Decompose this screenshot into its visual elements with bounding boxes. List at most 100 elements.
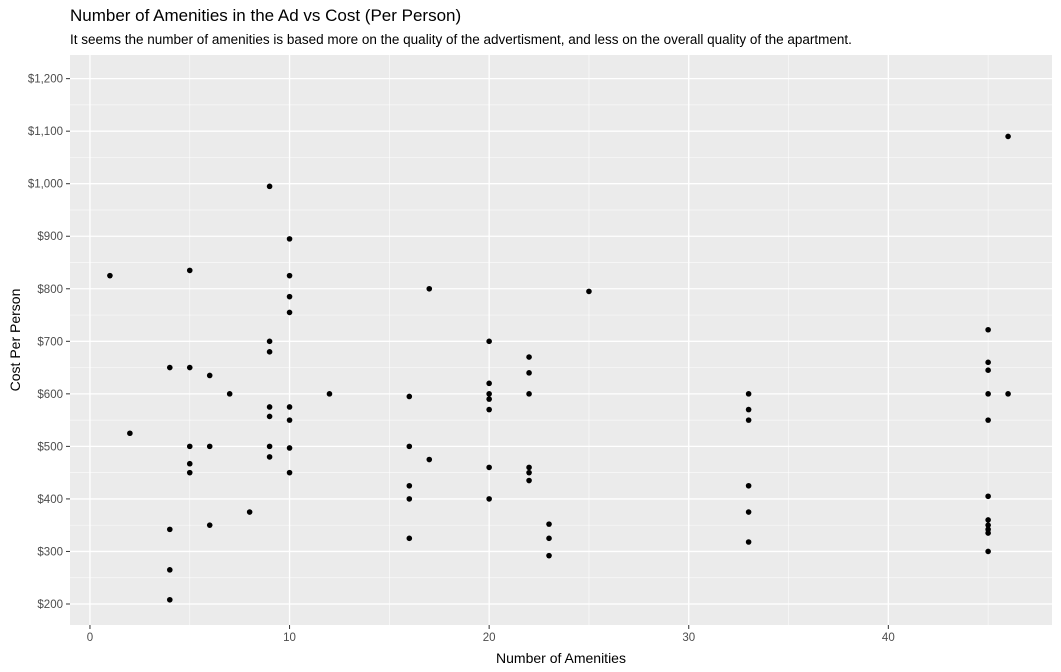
- chart-title: Number of Amenities in the Ad vs Cost (P…: [70, 6, 462, 25]
- data-point: [406, 535, 413, 542]
- data-point: [745, 417, 752, 423]
- data-point: [127, 430, 133, 437]
- data-point: [186, 469, 193, 476]
- data-point: [186, 364, 193, 371]
- data-point: [985, 517, 991, 523]
- x-tick-label: 30: [682, 632, 695, 644]
- data-point: [226, 391, 233, 397]
- y-tick-label: $400: [37, 494, 63, 506]
- data-point: [186, 267, 193, 274]
- data-point: [745, 509, 752, 515]
- data-point: [985, 359, 991, 366]
- data-point: [985, 391, 991, 397]
- data-point: [985, 367, 991, 374]
- data-point: [985, 417, 991, 423]
- data-point: [186, 460, 193, 467]
- data-point: [406, 496, 413, 502]
- data-point: [586, 288, 592, 295]
- data-point: [426, 285, 433, 292]
- data-point: [166, 596, 173, 603]
- data-point: [206, 522, 213, 528]
- chart-subtitle: It seems the number of amenities is base…: [70, 32, 852, 47]
- y-axis: $200 $300 $400 $500 $600 $700 $800 $900 $1,000 $1…: [28, 74, 70, 611]
- data-points: [107, 133, 1011, 603]
- data-point: [406, 443, 413, 450]
- data-point: [1005, 133, 1011, 140]
- data-point: [526, 370, 532, 376]
- y-tick-label: $900: [37, 231, 63, 243]
- data-point: [286, 293, 293, 300]
- data-point: [546, 552, 552, 559]
- x-tick-label: 40: [882, 632, 895, 644]
- data-point: [286, 309, 293, 316]
- data-point: [326, 391, 333, 397]
- data-point: [206, 372, 213, 379]
- data-point: [985, 530, 991, 536]
- data-point: [406, 393, 413, 400]
- data-point: [266, 338, 273, 345]
- y-tick-label: $600: [37, 389, 63, 401]
- x-axis-title: Number of Amenities: [496, 650, 626, 666]
- y-tick-label: $700: [37, 336, 63, 348]
- data-point: [246, 509, 253, 515]
- y-axis-title: Cost Per Person: [7, 289, 23, 392]
- y-tick-label: $1,100: [28, 126, 63, 138]
- x-tick-label: 10: [283, 632, 296, 644]
- data-point: [406, 482, 413, 489]
- data-point: [985, 548, 991, 555]
- data-point: [526, 477, 532, 484]
- x-tick-label: 0: [87, 632, 93, 644]
- data-point: [486, 496, 492, 502]
- data-point: [266, 443, 273, 450]
- data-point: [286, 236, 293, 242]
- data-point: [1005, 391, 1011, 397]
- data-point: [266, 404, 273, 410]
- data-point: [486, 464, 492, 471]
- y-tick-label: $800: [37, 284, 63, 296]
- data-point: [526, 354, 532, 360]
- data-point: [985, 522, 991, 528]
- x-tick-label: 20: [483, 632, 496, 644]
- y-tick-label: $300: [37, 546, 63, 558]
- data-point: [166, 364, 173, 371]
- data-point: [526, 469, 532, 476]
- data-point: [985, 493, 991, 500]
- data-point: [166, 567, 173, 573]
- y-tick-label: $200: [37, 599, 63, 611]
- data-point: [286, 417, 293, 423]
- data-point: [526, 391, 532, 397]
- data-point: [486, 406, 492, 413]
- data-point: [186, 443, 193, 450]
- data-point: [745, 391, 752, 397]
- data-point: [985, 326, 991, 333]
- data-point: [486, 396, 492, 402]
- data-point: [166, 526, 173, 533]
- data-point: [266, 454, 273, 460]
- data-point: [206, 443, 213, 450]
- data-point: [546, 535, 552, 542]
- data-point: [486, 380, 492, 387]
- data-point: [745, 406, 752, 413]
- data-point: [107, 272, 113, 279]
- y-tick-label: $1,200: [28, 74, 63, 86]
- x-axis: 0 10 20 30 40: [87, 625, 895, 644]
- data-point: [486, 391, 492, 397]
- data-point: [486, 338, 492, 345]
- data-point: [266, 183, 273, 190]
- plot-panel: [70, 55, 1052, 625]
- major-gridlines: [70, 55, 1052, 625]
- data-point: [745, 482, 752, 489]
- data-point: [286, 272, 293, 279]
- y-tick-label: $1,000: [28, 179, 63, 191]
- data-point: [286, 469, 293, 476]
- data-point: [526, 464, 532, 471]
- data-point: [426, 456, 433, 463]
- data-point: [745, 539, 752, 545]
- y-tick-label: $500: [37, 441, 63, 453]
- data-point: [266, 413, 273, 420]
- data-point: [266, 349, 273, 355]
- data-point: [286, 445, 293, 451]
- data-point: [546, 521, 552, 527]
- data-point: [286, 404, 293, 410]
